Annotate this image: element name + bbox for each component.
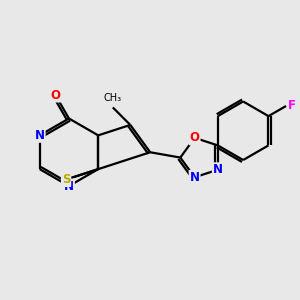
Text: S: S — [62, 173, 70, 186]
Text: O: O — [50, 88, 60, 102]
Text: O: O — [190, 131, 200, 144]
Text: F: F — [288, 100, 296, 112]
Text: N: N — [213, 163, 223, 176]
Text: N: N — [64, 179, 74, 193]
Text: CH₃: CH₃ — [104, 93, 122, 103]
Text: N: N — [35, 129, 45, 142]
Text: N: N — [190, 171, 200, 184]
